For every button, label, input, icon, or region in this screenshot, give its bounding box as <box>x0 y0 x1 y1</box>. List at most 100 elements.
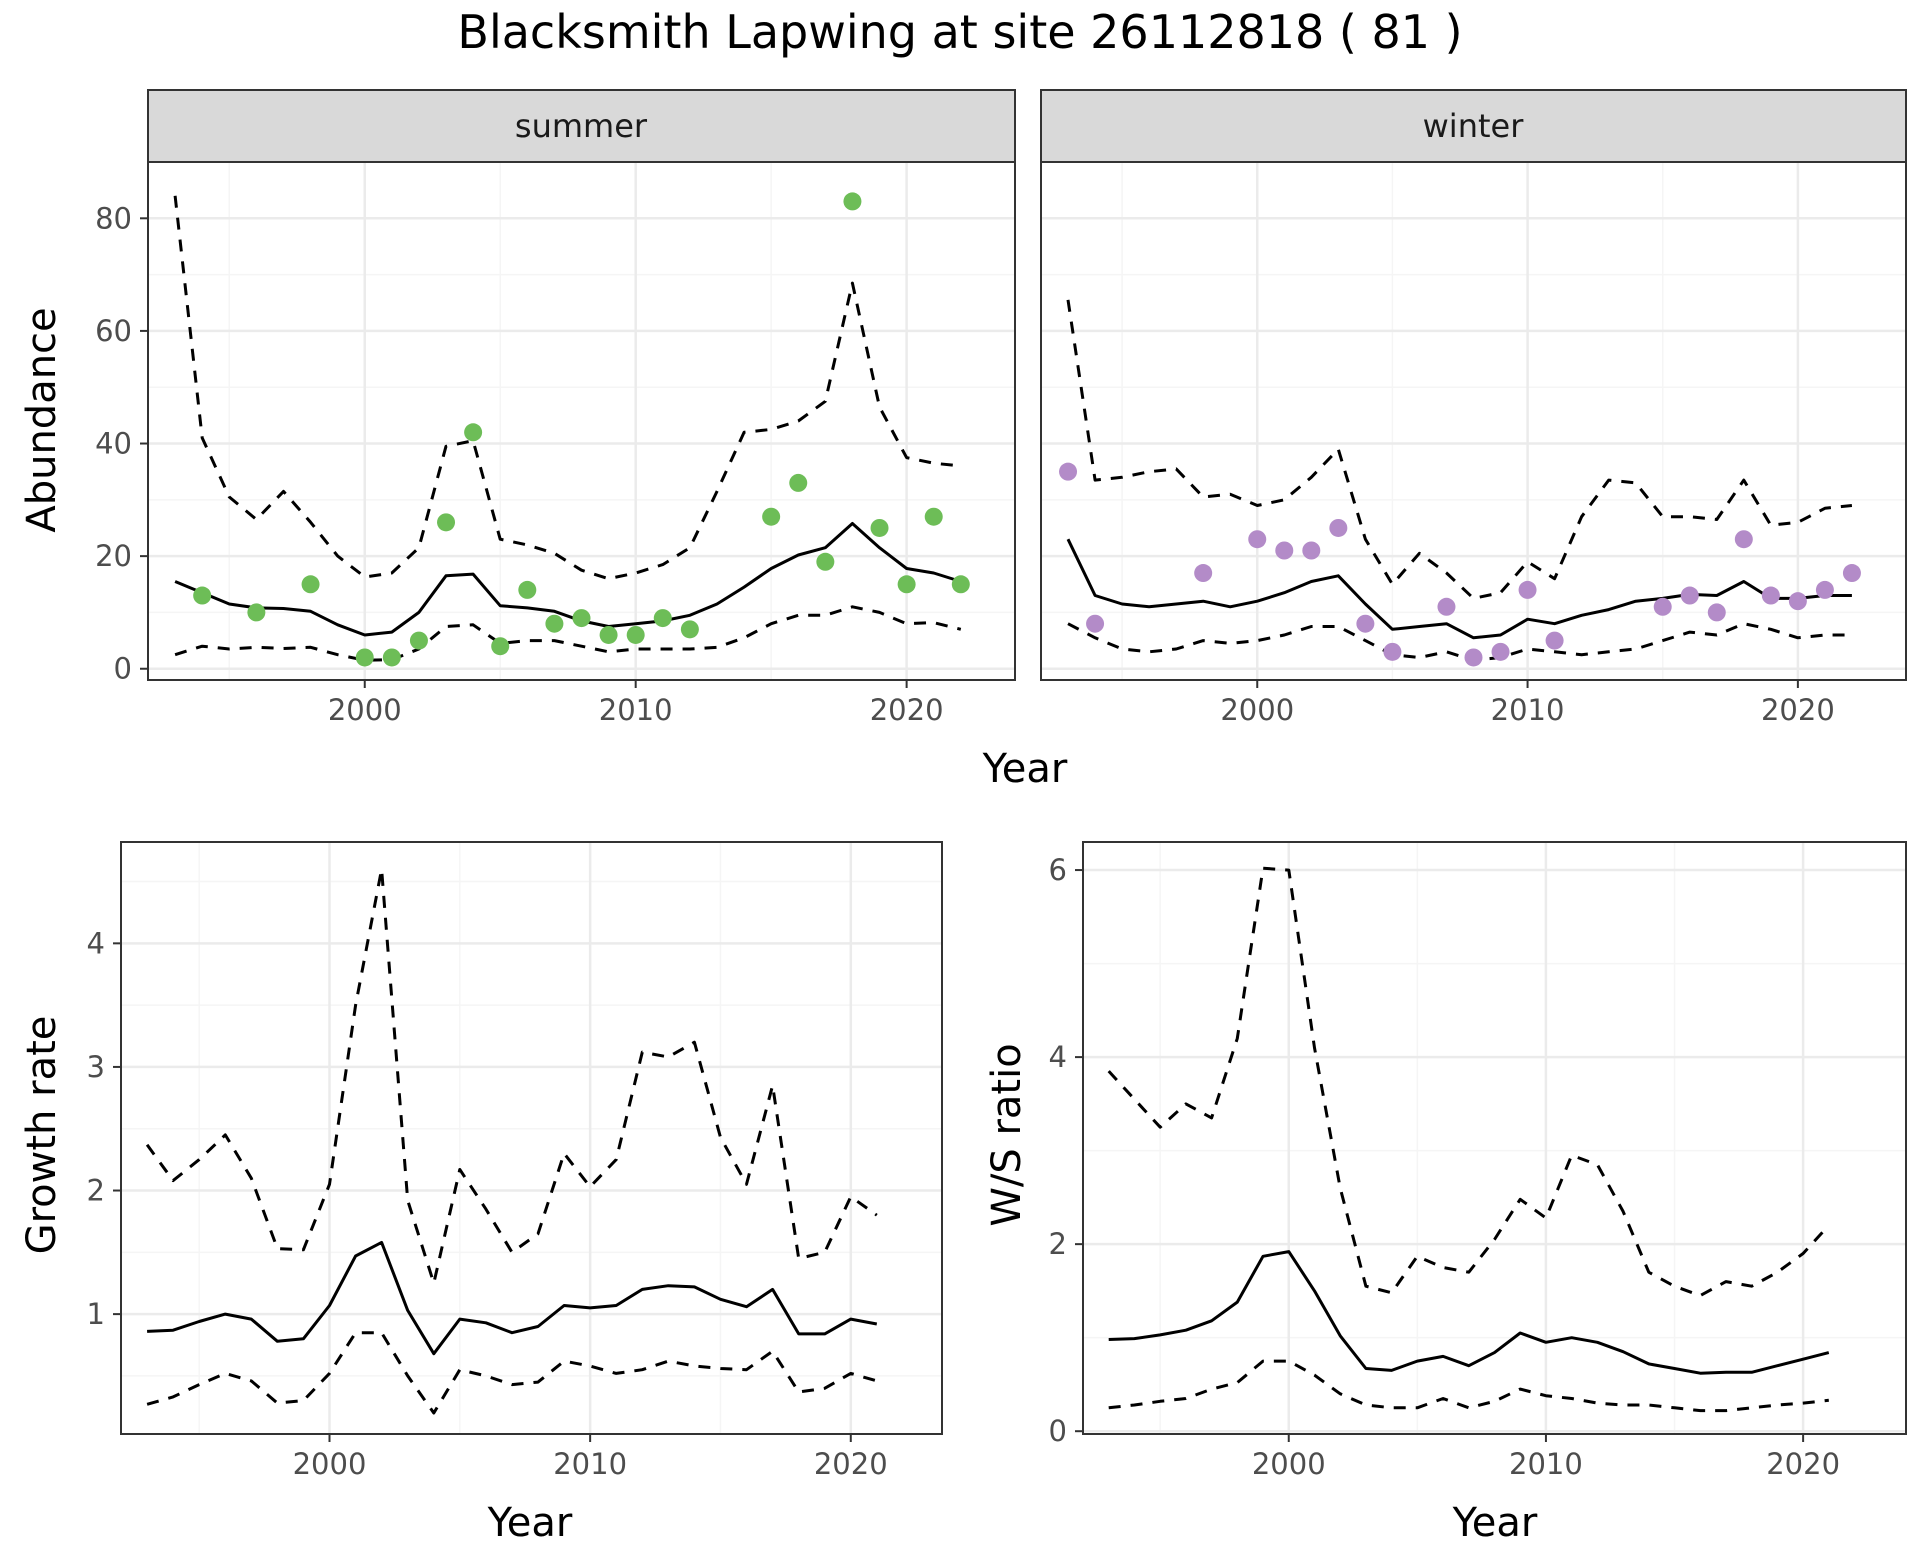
data-point <box>1275 541 1294 560</box>
data-point <box>1329 518 1348 537</box>
data-point <box>680 620 699 639</box>
x-tick-label: 2000 <box>1252 1447 1326 1481</box>
data-point <box>599 625 618 644</box>
data-point <box>355 648 374 667</box>
data-point <box>626 625 645 644</box>
data-point <box>247 603 266 622</box>
data-point <box>409 631 428 650</box>
confidence-bound-line <box>146 1331 878 1415</box>
trend-line <box>1108 1250 1830 1375</box>
panel-border <box>147 161 1016 681</box>
data-point <box>464 423 483 442</box>
y-tick-label: 80 <box>95 201 132 235</box>
data-point <box>1788 592 1807 611</box>
panel-border <box>120 841 943 1435</box>
top-x-axis-title: Year <box>982 746 1068 792</box>
trend-line <box>147 1240 878 1356</box>
data-point <box>1464 648 1483 667</box>
data-point <box>1437 597 1456 616</box>
y-tick-label: 0 <box>1049 1414 1067 1448</box>
data-point <box>1248 530 1267 549</box>
data-point <box>1518 580 1537 599</box>
data-point <box>1761 586 1780 605</box>
data-point <box>897 575 916 594</box>
confidence-bound-line <box>1107 866 1830 1298</box>
x-tick-label: 2020 <box>1761 693 1835 727</box>
data-point <box>1842 564 1861 583</box>
data-point <box>545 614 564 633</box>
winter-strip <box>1040 89 1907 163</box>
data-point <box>572 609 591 628</box>
panel-border <box>1040 161 1907 681</box>
data-point <box>1383 642 1402 661</box>
y-tick-label: 6 <box>1049 853 1067 887</box>
abundance-summer-panel: 2000 2010 2020 0 20 40 60 80 <box>95 161 1016 727</box>
growth-rate-panel: 2000 2010 2020 1 2 3 4 <box>87 841 943 1481</box>
data-point <box>924 507 943 526</box>
y-tick-label: 20 <box>95 539 132 573</box>
data-point <box>1302 541 1321 560</box>
data-point <box>1194 564 1213 583</box>
y-tick-label: 40 <box>95 427 132 461</box>
y-tick-label: 60 <box>95 314 132 348</box>
panel-background <box>121 842 942 1434</box>
figure-title: Blacksmith Lapwing at site 26112818 ( 81… <box>457 5 1462 59</box>
data-point <box>193 586 212 605</box>
x-tick-label: 2000 <box>1220 693 1294 727</box>
summer-strip-label: summer <box>515 107 648 145</box>
y-tick-label: 3 <box>87 1050 105 1084</box>
x-tick-label: 2000 <box>328 693 402 727</box>
data-point <box>762 507 781 526</box>
ratio-y-axis-title: W/S ratio <box>984 1043 1030 1226</box>
data-point <box>843 192 862 211</box>
data-point <box>816 552 835 571</box>
data-point <box>951 575 970 594</box>
panel-border <box>1082 841 1907 1435</box>
data-point <box>1545 631 1564 650</box>
data-point <box>653 609 672 628</box>
data-point <box>1059 462 1078 481</box>
data-point <box>1815 580 1834 599</box>
y-tick-label: 1 <box>87 1297 105 1331</box>
growth-y-axis-title: Growth rate <box>19 1016 65 1255</box>
ratio-x-axis-title: Year <box>1452 1500 1538 1546</box>
growth-x-axis-title: Year <box>487 1500 573 1546</box>
data-point <box>1680 586 1699 605</box>
confidence-bound-line <box>174 605 962 662</box>
y-tick-label: 0 <box>114 652 132 686</box>
data-point <box>1356 614 1375 633</box>
data-point <box>1491 642 1510 661</box>
data-point <box>382 648 401 667</box>
data-point <box>1653 597 1672 616</box>
x-tick-label: 2010 <box>553 1447 627 1481</box>
data-point <box>789 473 808 492</box>
x-tick-label: 2020 <box>870 693 944 727</box>
data-point <box>1734 530 1753 549</box>
trend-line <box>1066 538 1852 640</box>
x-tick-label: 2010 <box>1491 693 1565 727</box>
data-point <box>870 518 889 537</box>
data-point <box>518 580 537 599</box>
x-tick-label: 2000 <box>293 1447 367 1481</box>
trend-line <box>174 522 962 637</box>
y-tick-label: 4 <box>87 926 105 960</box>
data-point <box>1707 603 1726 622</box>
data-point <box>301 575 320 594</box>
data-point <box>1086 614 1105 633</box>
confidence-bound-line <box>173 195 961 581</box>
abundance-y-axis-title: Abundance <box>19 307 65 532</box>
winter-strip-label: winter <box>1423 107 1525 145</box>
summer-strip <box>147 89 1016 163</box>
panel-background <box>1083 842 1906 1434</box>
abundance-winter-panel: 2000 2010 2020 <box>1040 161 1907 727</box>
y-tick-label: 2 <box>87 1174 105 1208</box>
x-tick-label: 2020 <box>814 1447 888 1481</box>
x-tick-label: 2010 <box>599 693 673 727</box>
y-tick-label: 4 <box>1049 1040 1067 1074</box>
x-tick-label: 2010 <box>1509 1447 1583 1481</box>
data-point <box>491 637 510 656</box>
ws-ratio-panel: 2000 2010 2020 0 2 4 6 <box>1049 841 1907 1481</box>
panel-background <box>148 162 1015 680</box>
confidence-bound-line <box>1066 299 1853 600</box>
